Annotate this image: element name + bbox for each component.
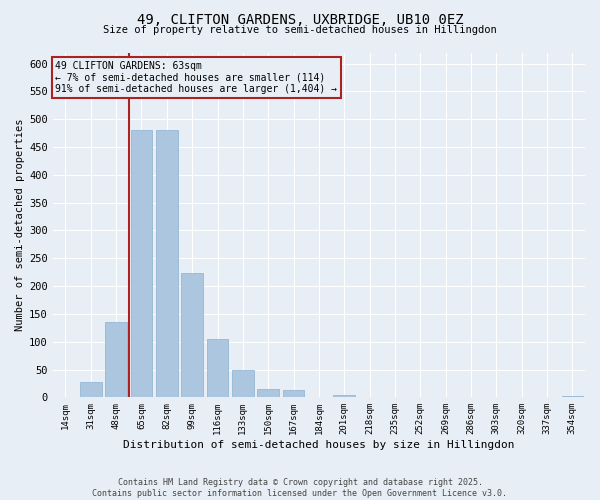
- Bar: [207, 339, 228, 398]
- Bar: [80, 382, 101, 398]
- X-axis label: Distribution of semi-detached houses by size in Hillingdon: Distribution of semi-detached houses by …: [123, 440, 515, 450]
- Bar: [359, 397, 380, 398]
- Bar: [181, 274, 203, 398]
- Bar: [232, 370, 254, 398]
- Bar: [562, 396, 583, 398]
- Bar: [283, 390, 304, 398]
- Bar: [131, 130, 152, 398]
- Bar: [106, 322, 127, 398]
- Y-axis label: Number of semi-detached properties: Number of semi-detached properties: [15, 118, 25, 331]
- Bar: [156, 130, 178, 398]
- Bar: [334, 394, 355, 398]
- Text: 49 CLIFTON GARDENS: 63sqm
← 7% of semi-detached houses are smaller (114)
91% of : 49 CLIFTON GARDENS: 63sqm ← 7% of semi-d…: [55, 61, 337, 94]
- Text: 49, CLIFTON GARDENS, UXBRIDGE, UB10 0EZ: 49, CLIFTON GARDENS, UXBRIDGE, UB10 0EZ: [137, 12, 463, 26]
- Bar: [257, 389, 279, 398]
- Bar: [384, 397, 406, 398]
- Text: Contains HM Land Registry data © Crown copyright and database right 2025.
Contai: Contains HM Land Registry data © Crown c…: [92, 478, 508, 498]
- Text: Size of property relative to semi-detached houses in Hillingdon: Size of property relative to semi-detach…: [103, 25, 497, 35]
